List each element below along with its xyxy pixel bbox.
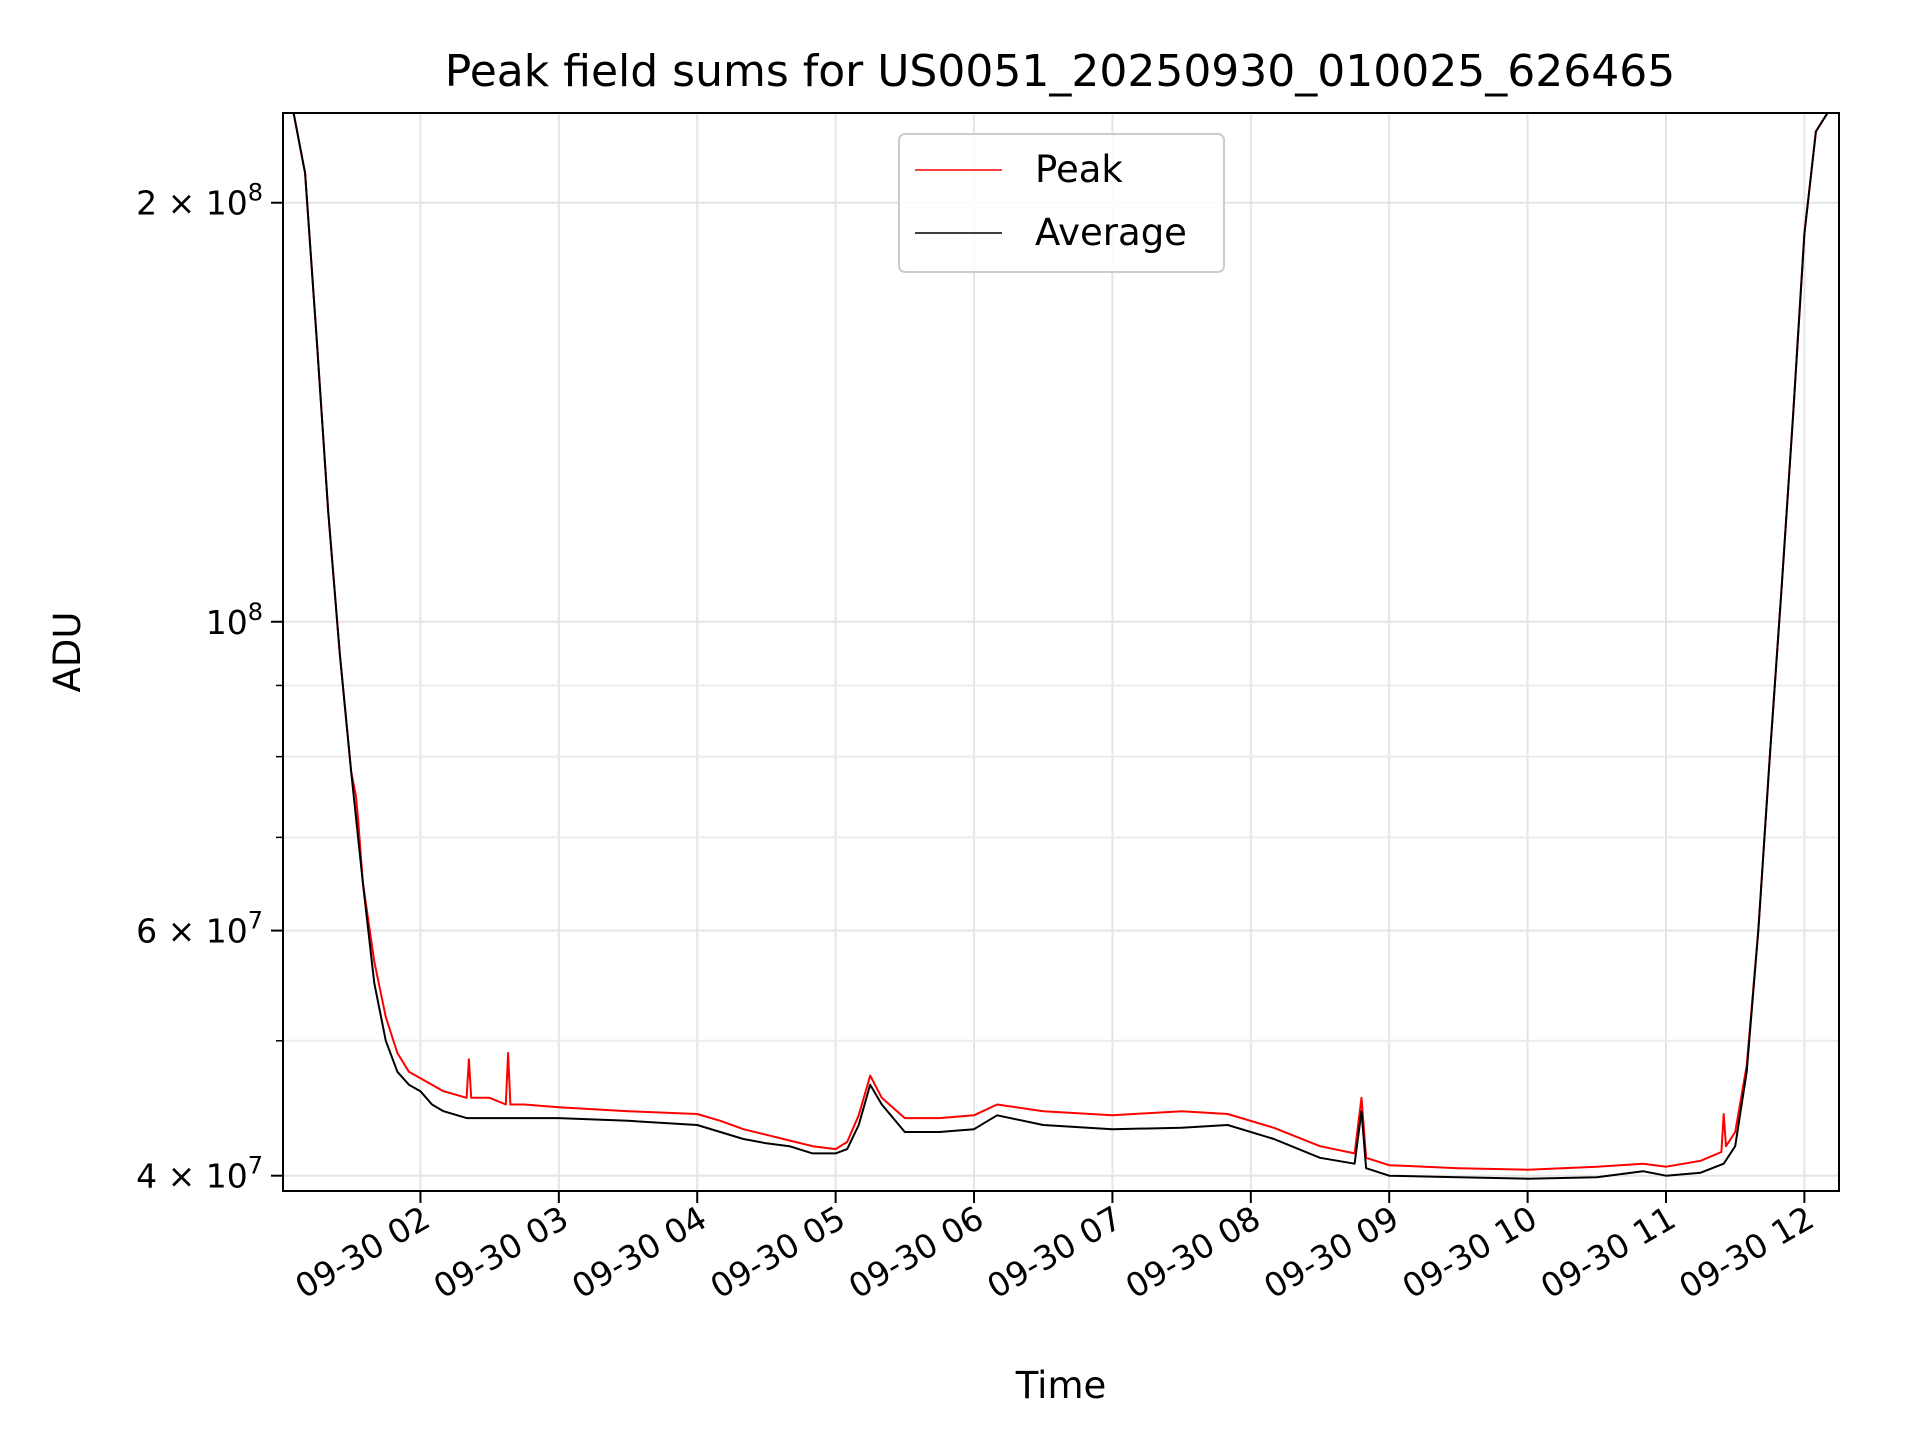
y-tick-label: 4 × 107: [136, 1152, 263, 1196]
series-line-peak: [283, 113, 1833, 1171]
y-axis-title: ADU: [46, 612, 89, 693]
legend-label-peak: Peak: [1035, 148, 1123, 191]
y-tick-label: 108: [206, 598, 263, 642]
legend-box: [898, 133, 1225, 273]
y-tick-label: 2 × 108: [136, 179, 263, 223]
y-tick-label: 6 × 107: [136, 907, 263, 951]
chart-title: Peak field sums for US0051_20250930_0100…: [445, 46, 1675, 97]
plot-series: [283, 113, 1833, 1180]
x-axis-title: Time: [1015, 1364, 1107, 1407]
legend-label-average: Average: [1035, 211, 1187, 254]
plot-frame: [282, 112, 1840, 1192]
legend: Peak Average: [898, 133, 1225, 273]
y-axis: 4 × 107 6 × 107 108 2 × 108: [136, 179, 283, 1196]
series-line-average: [283, 113, 1833, 1180]
